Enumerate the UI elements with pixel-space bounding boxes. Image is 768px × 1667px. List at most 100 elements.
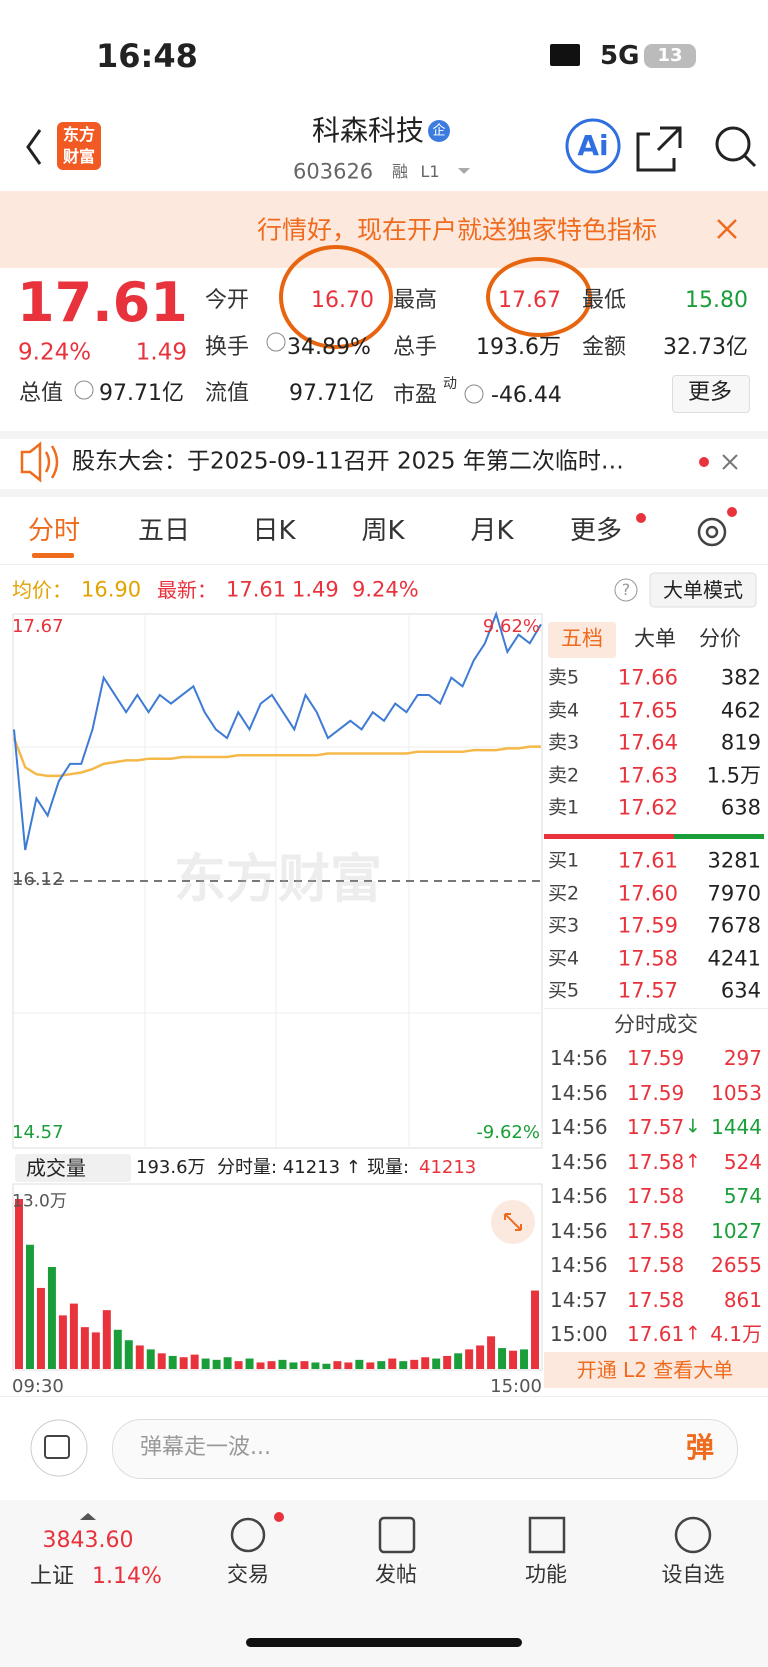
banner-text[interactable]: 行情好，现在开户就送独家特色指标 — [257, 215, 658, 245]
trade-volume: 574 — [723, 1184, 762, 1208]
help-icon[interactable] — [614, 578, 638, 602]
close-banner[interactable] — [717, 219, 737, 239]
volume-bar — [531, 1290, 539, 1369]
tab[interactable]: 五日 — [137, 516, 191, 546]
time-label: 09:30 — [12, 1376, 64, 1397]
nav-icon[interactable] — [378, 1516, 416, 1554]
book-label: 买2 — [548, 882, 580, 905]
volume-bar — [421, 1357, 430, 1369]
book-price: 17.59 — [617, 913, 678, 938]
price: 17.61 — [17, 271, 188, 334]
ai-label[interactable]: Ai — [577, 129, 609, 162]
search[interactable] — [715, 126, 751, 162]
book-volume: 819 — [720, 730, 761, 755]
vol-text: 41213 — [419, 1157, 477, 1178]
danmaku-button[interactable]: 弹 — [685, 1431, 715, 1464]
trade-volume: 297 — [723, 1046, 762, 1070]
book-price: 17.64 — [617, 730, 678, 755]
volume-bar — [432, 1358, 441, 1369]
trade-time: 14:57 — [550, 1287, 608, 1312]
dropdown[interactable] — [458, 168, 470, 174]
watermark: 东方财富 — [173, 850, 383, 910]
comment-input[interactable] — [112, 1419, 738, 1479]
field-label: 总手 — [393, 335, 438, 360]
field-value: 15.80 — [685, 288, 748, 313]
tab[interactable]: 日K — [252, 516, 296, 546]
trade-price: 17.61 — [627, 1322, 685, 1346]
volume-bar — [289, 1362, 298, 1369]
notice-text[interactable]: 股东大会：于2025-09-11召开 2025 年第二次临时… — [72, 448, 624, 475]
field-value: 32.73亿 — [663, 335, 748, 360]
nav-icon[interactable] — [230, 1517, 266, 1553]
field-value: 16.70 — [311, 288, 374, 313]
settings[interactable] — [697, 517, 727, 547]
book-label: 卖2 — [548, 764, 580, 787]
change: 1.49 — [135, 339, 187, 366]
volume-bar — [454, 1353, 463, 1369]
price-line — [13, 610, 542, 851]
l2-bg[interactable] — [544, 1352, 768, 1388]
field-value: 193.6万 — [476, 335, 561, 360]
nav-item[interactable]: 功能 — [525, 1562, 567, 1587]
trade-price: 17.59 — [627, 1080, 685, 1105]
mode[interactable]: 大单模式 — [663, 578, 743, 602]
book-price: 17.57 — [617, 978, 678, 1003]
ask-bar — [544, 834, 674, 839]
volume-bar — [223, 1357, 232, 1369]
axis-label: 16.12 — [12, 869, 64, 890]
close-notice[interactable] — [722, 454, 738, 470]
home-indicator — [246, 1638, 522, 1647]
volume-bar — [157, 1353, 166, 1369]
danmaku-toggle[interactable] — [30, 1419, 88, 1477]
volume-bar — [300, 1361, 309, 1369]
vol-select[interactable] — [15, 1154, 131, 1182]
comment-placeholder[interactable]: 弹幕走一波... — [140, 1435, 271, 1460]
nav-icon[interactable] — [674, 1516, 712, 1554]
info-value: 16.90 — [81, 577, 142, 602]
book-label: 卖5 — [548, 666, 580, 689]
mode-button[interactable] — [649, 572, 757, 608]
volume-bar — [355, 1359, 364, 1369]
trade-volume: 2655 — [711, 1253, 762, 1277]
divider — [0, 564, 768, 565]
vol-title[interactable]: 成交量 — [26, 1156, 86, 1180]
book-tab[interactable]: 五档 — [561, 626, 603, 651]
tab[interactable]: 月K — [470, 516, 514, 546]
l2-link[interactable]: 开通 L2 查看大单 — [576, 1358, 734, 1382]
volume-bar — [168, 1355, 177, 1369]
trade-volume: 1444 — [711, 1115, 762, 1139]
tab[interactable]: 分时 — [27, 516, 81, 546]
annotation-circle — [486, 257, 592, 337]
tab[interactable]: 周K — [361, 516, 405, 546]
nav-icon[interactable] — [528, 1516, 566, 1554]
time-label: 15:00 — [490, 1376, 542, 1397]
more[interactable]: 更多 — [687, 380, 733, 405]
nav-item[interactable]: 发帖 — [375, 1562, 417, 1587]
info-value: 9.24% — [352, 577, 419, 602]
change-pct: 9.24% — [18, 339, 92, 366]
trade-volume: 1027 — [711, 1218, 762, 1243]
field-label: 换手 — [205, 335, 250, 360]
trade-price: 17.58 — [627, 1184, 685, 1208]
vol-text: 193.6万 — [136, 1157, 206, 1178]
ai-button[interactable] — [565, 118, 621, 174]
book-price: 17.61 — [617, 848, 678, 873]
nav-item[interactable]: 交易 — [227, 1562, 269, 1587]
chart-frame — [12, 613, 543, 1149]
volume-bar — [256, 1362, 265, 1369]
nav-item[interactable]: 设自选 — [661, 1562, 725, 1587]
field-label: 金额 — [582, 335, 627, 360]
back[interactable] — [26, 129, 42, 165]
share[interactable] — [636, 126, 682, 172]
book-tab[interactable]: 大单 — [634, 626, 676, 651]
tab[interactable]: 更多 — [569, 516, 623, 546]
volume-bar — [47, 1267, 56, 1369]
book-tab[interactable]: 分价 — [699, 626, 741, 651]
search-handle — [743, 154, 757, 168]
more-button[interactable] — [672, 375, 750, 413]
book-price: 17.62 — [617, 795, 678, 820]
help[interactable]: ? — [621, 580, 631, 599]
logo[interactable] — [57, 122, 101, 170]
